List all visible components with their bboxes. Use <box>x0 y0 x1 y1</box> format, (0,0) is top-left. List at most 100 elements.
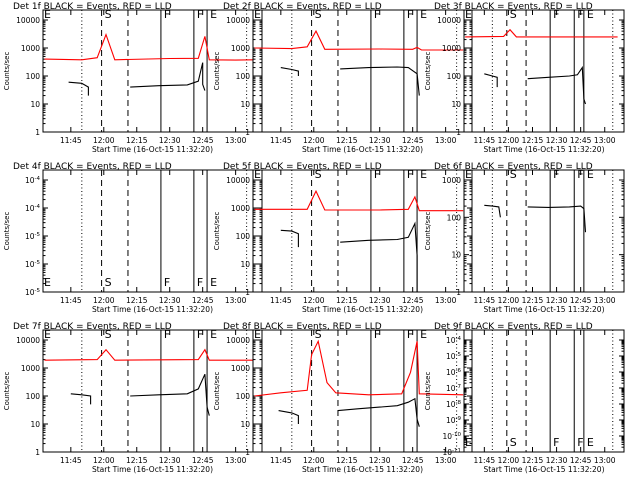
y-tick-label: 10 <box>240 260 250 269</box>
x-tick-label: 11:45 <box>474 456 496 465</box>
lld-rate-line <box>44 32 254 61</box>
x-tick-label: 12:45 <box>570 456 592 465</box>
y-tick-label: 10-9 <box>446 416 462 425</box>
event-label: E <box>587 8 594 21</box>
x-tick-label: 12:45 <box>570 136 592 145</box>
x-tick-label: 12:45 <box>402 456 424 465</box>
panel-title: Det 2f BLACK = Events, RED = LLD <box>223 2 382 12</box>
x-axis-label: Start Time (16-Oct-15 11:32:20) <box>483 145 604 154</box>
lld-rate-line <box>44 348 254 361</box>
event-label: F <box>553 436 559 449</box>
panel-8: Det 8f BLACK = Events, RED = LLD Counts/s… <box>213 322 473 474</box>
x-tick-label: 12:00 <box>498 456 520 465</box>
panel-title: Det 5f BLACK = Events, RED = LLD <box>223 162 382 172</box>
event-label: E <box>210 328 217 341</box>
event-rate-line <box>68 81 89 96</box>
y-tick-label: 10-8 <box>446 400 462 409</box>
event-label: F <box>164 328 170 341</box>
y-axis-label: Counts/sec <box>213 52 221 91</box>
lld-rate-line <box>465 28 618 38</box>
x-tick-label: 12:15 <box>336 136 358 145</box>
event-label: F <box>374 8 380 21</box>
y-tick-label: 10-10 <box>442 432 461 441</box>
y-tick-label: 100 <box>26 72 41 81</box>
y-tick-label: 100 <box>236 232 251 241</box>
event-label: E <box>210 276 217 289</box>
x-tick-label: 13:00 <box>225 456 247 465</box>
event-label: S <box>510 168 517 181</box>
y-tick-label: 10-4 <box>446 336 462 345</box>
event-label: S <box>315 168 322 181</box>
x-tick-label: 12:15 <box>126 456 148 465</box>
y-tick-label: 10-5 <box>25 260 41 269</box>
y-axis-label: Counts/sec <box>3 52 11 91</box>
x-tick-label: 12:15 <box>126 296 148 305</box>
y-tick-label: 10-5 <box>446 352 462 361</box>
y-tick-label: 1 <box>245 448 250 457</box>
y-tick-label: 10-7 <box>446 384 462 393</box>
plot-frame <box>252 329 473 453</box>
y-tick-label: 10000 <box>226 176 250 185</box>
y-tick-label: 10-5 <box>25 232 41 241</box>
lld-rate-line <box>254 339 464 397</box>
lld-rate-line <box>254 29 464 51</box>
panel-2: Det 2f BLACK = Events, RED = LLD Counts/s… <box>213 2 473 154</box>
x-tick-label: 11:45 <box>270 456 292 465</box>
x-tick-label: 12:00 <box>303 296 325 305</box>
y-tick-label: 1000 <box>231 204 250 213</box>
y-tick-label: 1000 <box>442 44 461 53</box>
x-tick-label: 11:45 <box>270 296 292 305</box>
x-tick-label: 12:00 <box>93 456 115 465</box>
plot-frame <box>463 329 625 453</box>
plot-frame <box>463 9 625 133</box>
event-rate-line <box>280 229 299 248</box>
event-rate-line <box>280 67 299 76</box>
event-label: E <box>44 8 51 21</box>
x-axis-label: Start Time (16-Oct-15 11:32:20) <box>302 465 423 474</box>
event-label: F <box>407 328 413 341</box>
x-tick-label: 11:45 <box>60 296 82 305</box>
x-tick-label: 12:45 <box>570 296 592 305</box>
event-label: F <box>197 8 203 21</box>
x-tick-label: 11:45 <box>60 136 82 145</box>
plot-frame <box>252 169 473 293</box>
event-label: E <box>210 8 217 21</box>
y-tick-label: 10 <box>240 100 250 109</box>
y-axis-label: Counts/sec <box>3 212 11 251</box>
x-tick-label: 12:30 <box>159 296 181 305</box>
x-tick-label: 11:45 <box>60 456 82 465</box>
x-axis-label: Start Time (16-Oct-15 11:32:20) <box>302 145 423 154</box>
panel-title: Det 4f BLACK = Events, RED = LLD <box>13 162 172 172</box>
event-label: F <box>553 168 559 181</box>
event-label: E <box>420 168 427 181</box>
event-label: E <box>254 8 261 21</box>
panel-title: Det 1f BLACK = Events, RED = LLD <box>13 2 172 12</box>
x-tick-label: 13:00 <box>594 296 616 305</box>
plot-frame <box>42 329 263 453</box>
y-tick-label: 10 <box>240 420 250 429</box>
panel-1: Det 1f BLACK = Events, RED = LLD Counts/s… <box>3 2 263 154</box>
x-tick-label: 12:45 <box>192 136 214 145</box>
x-tick-label: 13:00 <box>225 296 247 305</box>
event-label: E <box>420 8 427 21</box>
event-rate-line <box>527 65 587 105</box>
event-label: F <box>407 8 413 21</box>
x-tick-label: 12:30 <box>369 456 391 465</box>
x-tick-label: 13:00 <box>594 456 616 465</box>
event-label: E <box>254 328 261 341</box>
x-tick-label: 12:00 <box>498 136 520 145</box>
plot-frame <box>42 9 263 133</box>
x-tick-label: 13:00 <box>435 136 457 145</box>
panel-title: Det 8f BLACK = Events, RED = LLD <box>223 322 382 332</box>
event-rate-line <box>340 66 420 96</box>
panel-9: Det 9f BLACK = Events, RED = LLD Counts/s… <box>424 322 625 474</box>
y-tick-label: 1 <box>456 288 461 297</box>
y-tick-label: 10000 <box>437 16 461 25</box>
plot-frame <box>252 9 473 133</box>
lld-rate-line <box>254 189 464 212</box>
event-label: F <box>374 168 380 181</box>
x-tick-label: 12:00 <box>498 296 520 305</box>
panel-title: Det 7f BLACK = Events, RED = LLD <box>13 322 172 332</box>
x-tick-label: 13:00 <box>435 296 457 305</box>
event-label: E <box>44 276 51 289</box>
